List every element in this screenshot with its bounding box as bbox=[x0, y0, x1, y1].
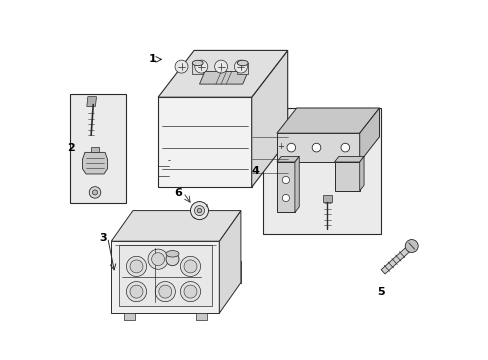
Polygon shape bbox=[111, 211, 241, 241]
Circle shape bbox=[234, 60, 247, 73]
Circle shape bbox=[311, 143, 320, 152]
Polygon shape bbox=[294, 157, 299, 212]
Circle shape bbox=[130, 285, 142, 298]
Circle shape bbox=[282, 176, 289, 184]
FancyBboxPatch shape bbox=[70, 94, 125, 203]
Circle shape bbox=[197, 208, 201, 213]
Text: +: + bbox=[277, 142, 284, 151]
Circle shape bbox=[286, 143, 295, 152]
Circle shape bbox=[340, 143, 349, 152]
Polygon shape bbox=[199, 72, 247, 84]
Circle shape bbox=[180, 282, 200, 302]
Polygon shape bbox=[334, 162, 359, 191]
Circle shape bbox=[180, 256, 200, 276]
Polygon shape bbox=[133, 261, 241, 283]
Polygon shape bbox=[86, 97, 96, 107]
Circle shape bbox=[148, 249, 168, 269]
Polygon shape bbox=[123, 313, 134, 320]
Circle shape bbox=[166, 253, 179, 266]
Text: -: - bbox=[167, 156, 170, 165]
Circle shape bbox=[194, 60, 207, 73]
Polygon shape bbox=[276, 157, 299, 162]
Circle shape bbox=[282, 194, 289, 202]
Polygon shape bbox=[359, 108, 379, 162]
Text: 3: 3 bbox=[99, 233, 106, 243]
Circle shape bbox=[194, 206, 204, 216]
Text: 5: 5 bbox=[377, 287, 385, 297]
Polygon shape bbox=[192, 63, 203, 74]
Polygon shape bbox=[158, 97, 251, 187]
Circle shape bbox=[159, 285, 171, 298]
Polygon shape bbox=[82, 152, 107, 174]
Polygon shape bbox=[276, 162, 294, 212]
Text: 2: 2 bbox=[67, 143, 75, 153]
Polygon shape bbox=[276, 108, 379, 133]
Circle shape bbox=[126, 256, 146, 276]
Polygon shape bbox=[322, 195, 331, 202]
Circle shape bbox=[190, 202, 208, 220]
Circle shape bbox=[175, 60, 187, 73]
Polygon shape bbox=[158, 50, 287, 97]
Polygon shape bbox=[90, 147, 99, 152]
Text: 4: 4 bbox=[250, 166, 258, 176]
Polygon shape bbox=[380, 247, 409, 274]
Circle shape bbox=[89, 187, 101, 198]
Circle shape bbox=[214, 60, 227, 73]
Polygon shape bbox=[196, 313, 206, 320]
Circle shape bbox=[92, 190, 97, 195]
Polygon shape bbox=[359, 157, 363, 191]
Ellipse shape bbox=[166, 251, 179, 257]
Circle shape bbox=[155, 282, 175, 302]
Circle shape bbox=[405, 239, 417, 252]
Circle shape bbox=[183, 285, 197, 298]
Ellipse shape bbox=[192, 60, 203, 66]
Polygon shape bbox=[111, 241, 219, 313]
Polygon shape bbox=[237, 63, 247, 74]
Circle shape bbox=[183, 260, 197, 273]
Polygon shape bbox=[276, 133, 359, 162]
Polygon shape bbox=[251, 50, 287, 187]
Polygon shape bbox=[118, 245, 212, 306]
Polygon shape bbox=[219, 211, 241, 313]
Text: 1: 1 bbox=[148, 54, 156, 64]
FancyBboxPatch shape bbox=[262, 108, 381, 234]
Circle shape bbox=[130, 260, 142, 273]
Circle shape bbox=[126, 282, 146, 302]
Text: 6: 6 bbox=[174, 188, 182, 198]
Ellipse shape bbox=[237, 60, 247, 66]
Circle shape bbox=[151, 253, 164, 266]
Polygon shape bbox=[334, 157, 363, 162]
